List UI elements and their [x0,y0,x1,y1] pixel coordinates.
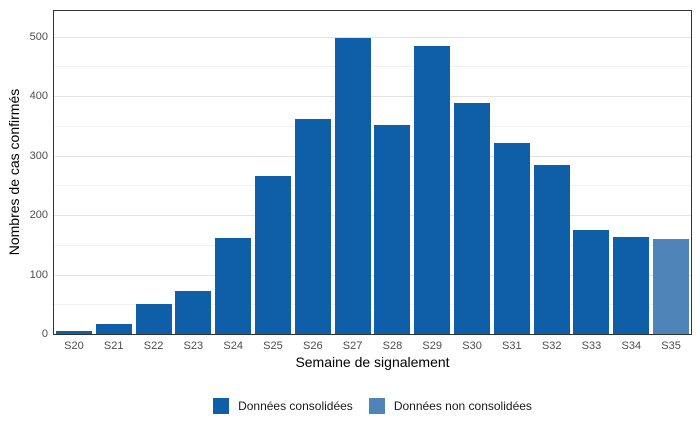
gridline-major-100 [54,274,691,276]
bar-s30 [454,103,491,334]
gridline-minor-450 [54,66,691,68]
bar-s20 [55,331,92,334]
x-tick-label-s23: S23 [183,340,204,352]
x-axis-title: Semaine de signalement [295,354,450,370]
legend-label-consolidated: Données consolidées [238,399,353,413]
x-tick-label-s22: S22 [143,340,164,352]
bar-s26 [294,119,331,334]
plot-area [53,10,692,335]
legend-label-non_consolidated: Données non consolidées [393,399,532,413]
bar-s31 [493,143,530,334]
x-tick-label-s33: S33 [581,340,602,352]
bar-s35 [653,239,690,334]
legend-swatch-non_consolidated [368,398,385,414]
legend: Données consolidées Données non consolidé… [53,392,692,420]
x-tick-label-s26: S26 [302,340,323,352]
bar-s27 [334,38,371,334]
legend-swatch-consolidated [213,398,230,414]
x-tick-label-s20: S20 [64,340,84,352]
legend-entry-non_consolidated: Données non consolidées [368,398,532,414]
bar-s25 [254,176,291,334]
bar-s33 [573,230,610,334]
gridline-minor-350 [54,125,691,127]
gridline-major-400 [54,96,691,98]
y-tick-label-300: 300 [29,150,48,162]
x-tick-label-s32: S32 [541,340,562,352]
x-tick-label-s30: S30 [462,340,482,352]
bar-s24 [215,238,252,334]
x-tick-label-s34: S34 [621,340,642,352]
x-tick-label-s31: S31 [502,340,522,352]
x-tick-label-s35: S35 [661,340,681,352]
bar-s32 [533,165,570,334]
x-tick-label-s27: S27 [342,340,363,352]
gridline-minor-250 [54,185,691,187]
y-tick-label-100: 100 [29,269,48,281]
gridline-minor-50 [54,304,691,306]
y-tick-label-400: 400 [29,90,48,102]
gridline-major-300 [54,155,691,157]
bar-s28 [374,125,411,334]
legend-entry-consolidated: Données consolidées [213,398,353,414]
gridline-major-500 [54,36,691,38]
y-tick-label-500: 500 [29,31,48,43]
bar-s34 [613,237,650,334]
bar-s22 [135,304,172,334]
x-tick-label-s24: S24 [223,340,243,352]
x-tick-label-s21: S21 [103,340,124,352]
bar-s23 [175,291,212,334]
gridline-major-200 [54,215,691,217]
bar-s29 [414,46,451,334]
y-axis-tick-labels: 0 100 200 300 400 500 [0,0,48,345]
x-tick-label-s28: S28 [382,340,403,352]
bar-s21 [95,324,132,334]
y-tick-label-0: 0 [41,328,48,340]
x-axis-tick-labels: S20 S21 S22 S23 S24 S25 S26 S27 S28 S29 S30 S31 S32 S… [54,339,691,353]
gridline-minor-150 [54,244,691,246]
x-tick-label-s29: S29 [422,340,442,352]
x-tick-label-s25: S25 [263,340,283,352]
y-tick-label-200: 200 [29,209,48,221]
